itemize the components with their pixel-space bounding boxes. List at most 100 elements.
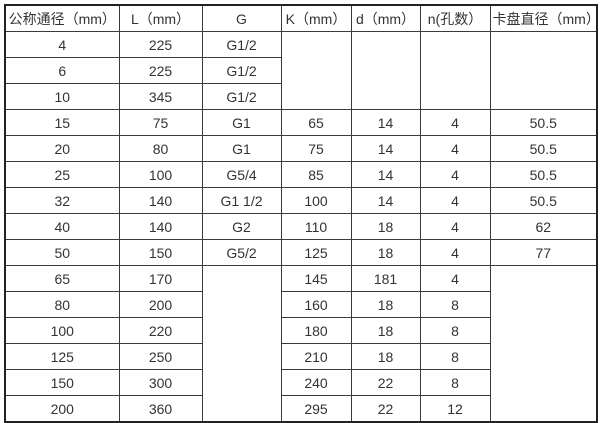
cell-chuck: 50.5	[489, 187, 598, 214]
cell-l: 250	[118, 343, 203, 370]
cell-dn: 15	[4, 109, 120, 136]
cell-n: 8	[419, 317, 491, 344]
merged-empty-cell-chuck	[489, 31, 598, 110]
col-header-chuck-diameter: 卡盘直径（mm）	[489, 4, 598, 32]
cell-n: 4	[419, 187, 491, 214]
merged-empty-cell-g	[201, 265, 282, 423]
table-row: 40 140 G2 110 18 4 62	[4, 213, 598, 240]
cell-l: 345	[118, 83, 203, 110]
cell-l: 300	[118, 369, 203, 396]
merged-empty-cell-chuck	[489, 265, 598, 423]
cell-d: 14	[350, 187, 421, 214]
cell-g: G5/2	[201, 239, 282, 266]
cell-chuck: 50.5	[489, 135, 598, 162]
cell-k: 110	[280, 213, 352, 240]
cell-dn: 50	[4, 239, 120, 266]
cell-l: 360	[118, 395, 203, 423]
cell-l: 140	[118, 187, 203, 214]
table-row: 4 225 G1/2	[4, 31, 598, 110]
cell-k: 160	[280, 291, 352, 318]
cell-dn: 80	[4, 291, 120, 318]
cell-dn: 65	[4, 265, 120, 292]
table-row: 150 300 240 22 8	[4, 369, 597, 396]
col-header-l: L（mm）	[118, 4, 203, 32]
cell-dn: 32	[4, 187, 120, 214]
cell-dn: 10	[4, 83, 120, 110]
cell-l: 170	[118, 265, 203, 292]
cell-n: 4	[419, 265, 491, 292]
cell-k: 125	[280, 239, 352, 266]
cell-n: 4	[419, 161, 491, 188]
cell-l: 80	[118, 135, 203, 162]
table-row: 6 225 G1/2	[4, 57, 597, 84]
cell-chuck: 50.5	[489, 161, 598, 188]
cell-chuck: 50.5	[489, 109, 598, 136]
merged-empty-cell-n	[419, 31, 491, 110]
cell-l: 140	[118, 213, 203, 240]
cell-n: 4	[419, 213, 491, 240]
cell-g: G1	[201, 135, 282, 162]
cell-dn: 40	[4, 213, 120, 240]
cell-d: 22	[350, 369, 421, 396]
cell-l: 75	[118, 109, 203, 136]
cell-l: 100	[118, 161, 203, 188]
table-row: 125 250 210 18 8	[4, 343, 597, 370]
spec-table-container: 公称通径（mm） L（mm） G K（mm） d（mm） n(孔数） 卡盘直径（…	[4, 4, 598, 423]
cell-k: 100	[280, 187, 352, 214]
cell-k: 295	[280, 395, 352, 423]
col-header-g: G	[201, 4, 282, 32]
merged-empty-cell-k	[280, 31, 352, 110]
cell-g: G1/2	[201, 83, 282, 110]
cell-n: 4	[419, 109, 491, 136]
cell-d: 14	[350, 135, 421, 162]
cell-k: 210	[280, 343, 352, 370]
cell-d: 18	[350, 317, 421, 344]
dimension-spec-table: 公称通径（mm） L（mm） G K（mm） d（mm） n(孔数） 卡盘直径（…	[4, 4, 598, 423]
cell-g: G1/2	[201, 31, 282, 58]
cell-g: G1/2	[201, 57, 282, 84]
cell-n: 8	[419, 291, 491, 318]
cell-d: 181	[350, 265, 421, 292]
cell-k: 180	[280, 317, 352, 344]
cell-k: 75	[280, 135, 352, 162]
cell-chuck: 62	[489, 213, 598, 240]
table-row: 65 170 145 181 4	[4, 265, 598, 423]
cell-dn: 100	[4, 317, 120, 344]
cell-dn: 125	[4, 343, 120, 370]
col-header-n-holes: n(孔数）	[419, 4, 491, 32]
cell-n: 8	[419, 343, 491, 370]
cell-g: G1	[201, 109, 282, 136]
cell-dn: 200	[4, 395, 120, 423]
cell-k: 85	[280, 161, 352, 188]
cell-d: 14	[350, 161, 421, 188]
table-row: 25 100 G5/4 85 14 4 50.5	[4, 161, 598, 188]
cell-l: 225	[118, 31, 203, 58]
table-row: 80 200 160 18 8	[4, 291, 597, 318]
cell-dn: 6	[4, 57, 120, 84]
col-header-d: d（mm）	[350, 4, 421, 32]
cell-g: G2	[201, 213, 282, 240]
cell-dn: 150	[4, 369, 120, 396]
table-row: 50 150 G5/2 125 18 4 77	[4, 239, 598, 266]
table-row: 20 80 G1 75 14 4 50.5	[4, 135, 598, 162]
table-row: 15 75 G1 65 14 4 50.5	[4, 109, 598, 136]
cell-k: 65	[280, 109, 352, 136]
cell-chuck: 77	[489, 239, 598, 266]
cell-g: G1 1/2	[201, 187, 282, 214]
cell-d: 14	[350, 109, 421, 136]
cell-g: G5/4	[201, 161, 282, 188]
cell-dn: 20	[4, 135, 120, 162]
cell-l: 200	[118, 291, 203, 318]
cell-n: 4	[419, 135, 491, 162]
cell-n: 4	[419, 239, 491, 266]
merged-empty-cell-d	[350, 31, 421, 110]
cell-l: 220	[118, 317, 203, 344]
cell-k: 145	[280, 265, 352, 292]
cell-d: 18	[350, 213, 421, 240]
cell-n: 12	[419, 395, 491, 423]
cell-d: 22	[350, 395, 421, 423]
cell-l: 225	[118, 57, 203, 84]
cell-n: 8	[419, 369, 491, 396]
cell-k: 240	[280, 369, 352, 396]
cell-d: 18	[350, 239, 421, 266]
